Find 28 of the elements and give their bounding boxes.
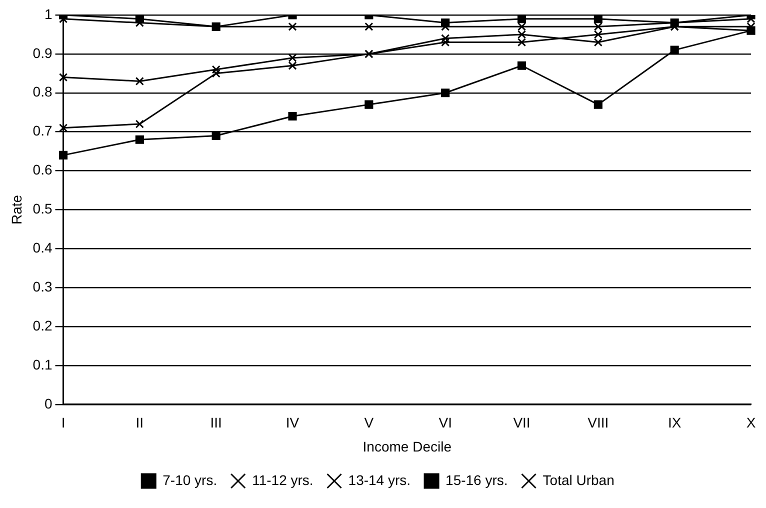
legend-label: 11-12 yrs. [252, 472, 314, 488]
x-tick-label: III [210, 414, 222, 431]
y-tick-label: 0.5 [32, 200, 52, 217]
y-tick-label: 0.9 [32, 44, 52, 61]
y-tick-label: 0.8 [32, 84, 52, 100]
y-tick-label: 0.4 [32, 240, 52, 256]
y-tick-label: 0.2 [32, 317, 52, 334]
x-tick-label: VI [438, 414, 452, 431]
y-tick-label: 1 [44, 6, 52, 22]
x-tick-label: I [61, 414, 66, 431]
x-axis-title: Income Decile [362, 438, 452, 454]
y-axis-title: Rate [8, 194, 24, 224]
y-tick-label: 0.3 [32, 278, 52, 294]
x-tick-label: VIII [588, 414, 609, 431]
x-tick-label: VII [513, 414, 530, 431]
x-tick-label: II [136, 414, 144, 431]
legend-label: Total Urban [542, 472, 614, 488]
legend-label: 7-10 yrs. [162, 472, 218, 488]
x-tick-label: IX [668, 414, 682, 431]
x-tick-label: IV [286, 414, 300, 431]
y-tick-label: 0 [44, 395, 52, 412]
legend-label: 15-16 yrs. [446, 472, 508, 488]
y-tick-label: 0.7 [32, 122, 52, 139]
y-tick-label: 0.6 [32, 162, 52, 178]
x-tick-label: V [364, 414, 374, 431]
x-tick-label: X [746, 414, 756, 431]
y-tick-label: 0.1 [32, 356, 52, 372]
legend-label: 13-14 yrs. [348, 472, 411, 488]
